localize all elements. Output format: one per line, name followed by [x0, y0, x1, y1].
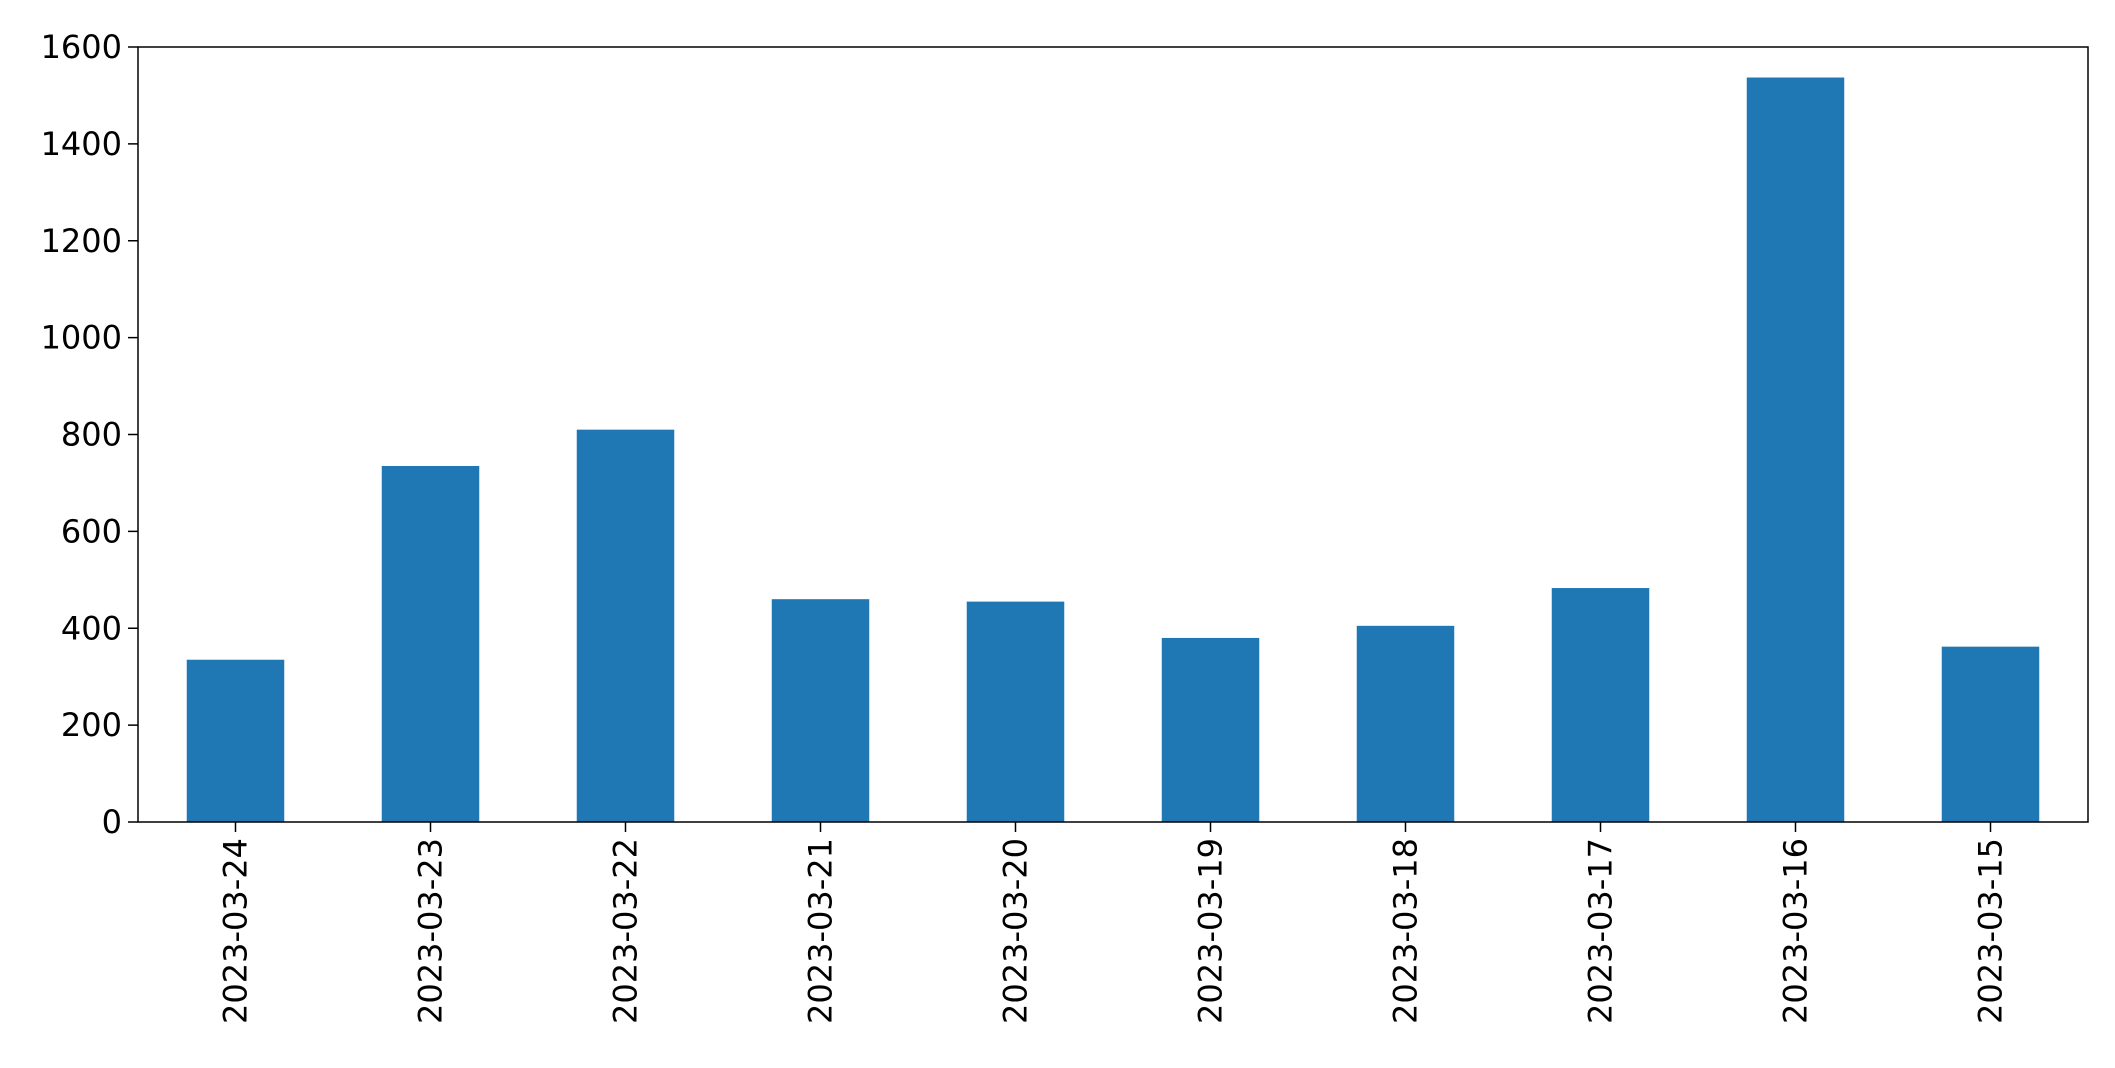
y-tick-label: 1400	[41, 125, 122, 163]
x-tick-label: 2023-03-15	[1972, 838, 2010, 1024]
bar	[1356, 625, 1455, 822]
y-tick-label: 1200	[41, 222, 122, 260]
bar	[576, 429, 675, 822]
x-tick-label: 2023-03-16	[1777, 838, 1815, 1024]
y-tick-label: 800	[61, 416, 122, 454]
bar	[1941, 646, 2040, 822]
x-tick-label: 2023-03-19	[1192, 838, 1230, 1024]
y-tick-label: 1000	[41, 319, 122, 357]
x-tick-label: 2023-03-22	[607, 838, 645, 1024]
x-tick-label: 2023-03-24	[217, 838, 255, 1024]
x-tick-label: 2023-03-18	[1387, 838, 1425, 1024]
y-tick-label: 200	[61, 706, 122, 744]
plot-frame	[137, 46, 2089, 823]
y-tick-label: 0	[102, 803, 122, 841]
bar	[966, 601, 1065, 822]
bar	[1746, 77, 1845, 822]
y-axis: 0 200 400 600 800 1000 1200 1400 1600	[41, 28, 138, 841]
x-tick-label: 2023-03-23	[412, 838, 450, 1024]
bar	[771, 599, 870, 822]
y-tick-label: 1600	[41, 28, 122, 66]
x-tick-label: 2023-03-20	[997, 838, 1035, 1024]
bar	[1551, 588, 1650, 822]
x-axis: 2023-03-24 2023-03-23 2023-03-22 2023-03-21…	[217, 822, 2010, 1024]
y-tick-label: 600	[61, 512, 122, 550]
x-tick-label: 2023-03-21	[802, 838, 840, 1024]
bar	[186, 659, 285, 822]
bars	[186, 77, 2040, 822]
y-tick-label: 400	[61, 609, 122, 647]
x-tick-label: 2023-03-17	[1582, 838, 1620, 1024]
bar	[381, 465, 480, 822]
bar	[1161, 637, 1260, 822]
